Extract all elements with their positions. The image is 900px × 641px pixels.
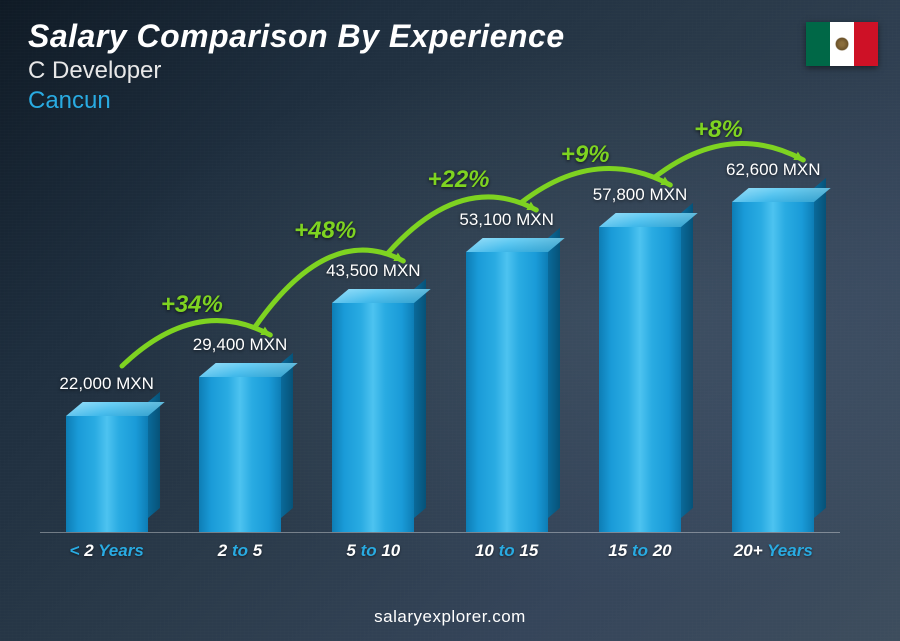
bar (466, 252, 548, 532)
job-title: C Developer (28, 57, 565, 85)
bar (332, 303, 414, 532)
country-flag-icon (806, 22, 878, 66)
bar-slot: 22,000 MXN (40, 416, 173, 532)
value-label: 22,000 MXN (59, 374, 154, 394)
pct-label: +34% (161, 291, 223, 319)
bar (66, 416, 148, 532)
pct-label: +22% (427, 166, 489, 194)
bar-slot: 53,100 MXN (440, 252, 573, 532)
x-tick: 10 to 15 (440, 541, 573, 561)
value-label: 53,100 MXN (459, 210, 554, 230)
x-tick: 5 to 10 (307, 541, 440, 561)
pct-label: +8% (694, 116, 743, 144)
value-label: 29,400 MXN (193, 335, 288, 355)
footer-attribution: salaryexplorer.com (0, 607, 900, 627)
pct-label: +48% (294, 217, 356, 245)
pct-label: +9% (561, 141, 610, 169)
value-label: 57,800 MXN (593, 185, 688, 205)
value-label: 62,600 MXN (726, 160, 821, 180)
bar-slot: 43,500 MXN (307, 303, 440, 532)
x-tick: 20+ Years (707, 541, 840, 561)
x-tick: 15 to 20 (573, 541, 706, 561)
salary-chart: 22,000 MXN29,400 MXN43,500 MXN53,100 MXN… (40, 130, 840, 561)
page-title: Salary Comparison By Experience (28, 18, 565, 55)
bar-slot: 57,800 MXN (573, 227, 706, 532)
x-tick: < 2 Years (40, 541, 173, 561)
x-tick: 2 to 5 (173, 541, 306, 561)
location: Cancun (28, 87, 565, 115)
bar (732, 202, 814, 532)
bar-slot: 29,400 MXN (173, 377, 306, 532)
x-axis: < 2 Years2 to 55 to 1010 to 1515 to 2020… (40, 541, 840, 561)
value-label: 43,500 MXN (326, 261, 421, 281)
bars-area: 22,000 MXN29,400 MXN43,500 MXN53,100 MXN… (40, 133, 840, 533)
container: Salary Comparison By Experience C Develo… (0, 0, 900, 641)
header: Salary Comparison By Experience C Develo… (28, 18, 565, 115)
bar (599, 227, 681, 532)
bar-slot: 62,600 MXN (707, 202, 840, 532)
bar (199, 377, 281, 532)
